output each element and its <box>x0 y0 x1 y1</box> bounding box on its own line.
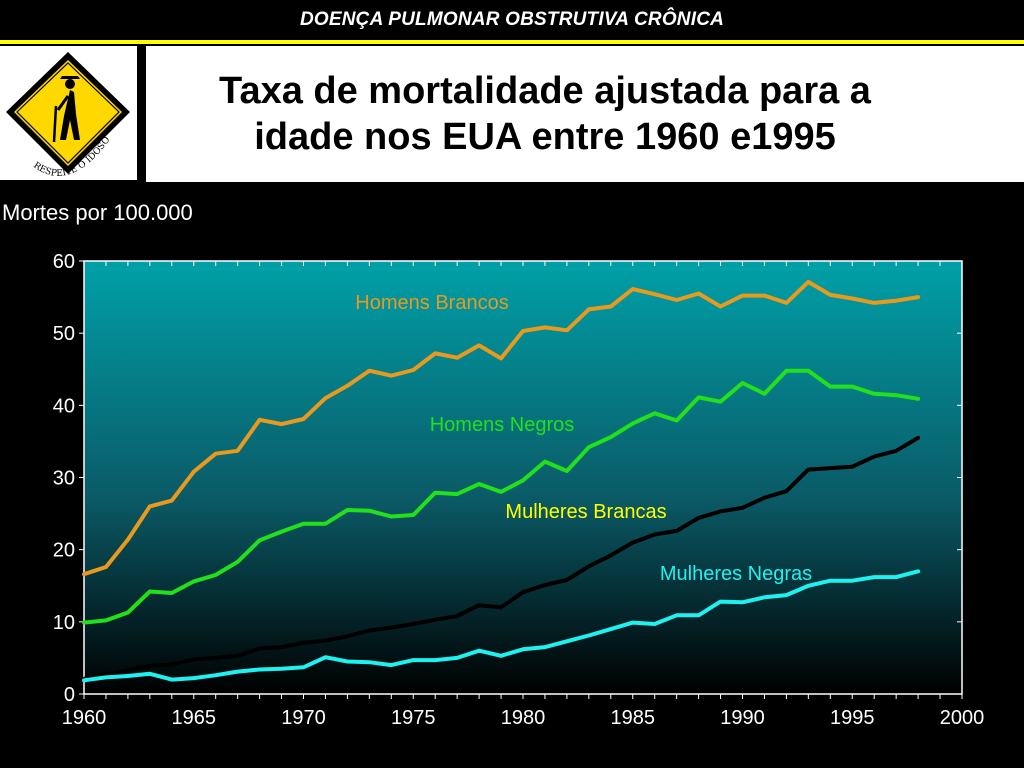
series-label-4: Mulheres Negras <box>660 563 812 585</box>
plot-area <box>83 260 963 695</box>
series-line-2 <box>82 368 921 625</box>
mortality-line-chart: 0 10 20 30 40 50 60 1960 1965 1970 1975 1980 1985 199… <box>53 251 985 729</box>
x-tick-label: 1990 <box>720 707 765 729</box>
y-tick-label: 30 <box>53 468 75 490</box>
y-tick-label: 60 <box>53 251 75 273</box>
x-tick-label: 1980 <box>501 707 546 729</box>
logo: RESPEITE O IDOSO <box>0 46 137 180</box>
series-line-3 <box>82 435 921 681</box>
series-line-1 <box>82 279 921 577</box>
series-line-4 <box>82 569 921 683</box>
top-banner: DOENÇA PULMONAR OBSTRUTIVA CRÔNICA <box>0 0 1024 44</box>
series-label-2: Homens Negros <box>430 414 575 436</box>
y-tick-label: 10 <box>53 612 75 634</box>
x-tick-label: 1960 <box>62 707 107 729</box>
title-panel: Taxa de mortalidade ajustada para a idad… <box>146 46 1024 182</box>
x-tick-label: 1970 <box>281 707 326 729</box>
x-tick-label: 1965 <box>172 707 217 729</box>
y-axis-label: Mortes por 100.000 <box>2 200 193 225</box>
x-tick-label: 1995 <box>830 707 875 729</box>
series-label-3: Mulheres Brancas <box>505 501 666 523</box>
page-title: Taxa de mortalidade ajustada para a idad… <box>219 70 871 158</box>
y-tick-label: 40 <box>53 395 75 417</box>
y-tick-label: 0 <box>64 684 75 706</box>
y-tick-label: 20 <box>53 540 75 562</box>
elderly-crossing-sign-icon: RESPEITE O IDOSO <box>6 52 130 179</box>
x-tick-label: 2000 <box>940 707 985 729</box>
x-tick-label: 1985 <box>611 707 656 729</box>
y-tick-label: 50 <box>53 323 75 345</box>
banner-text: DOENÇA PULMONAR OBSTRUTIVA CRÔNICA <box>299 9 725 30</box>
x-tick-label: 1975 <box>391 707 436 729</box>
series-label-1: Homens Brancos <box>355 292 508 314</box>
